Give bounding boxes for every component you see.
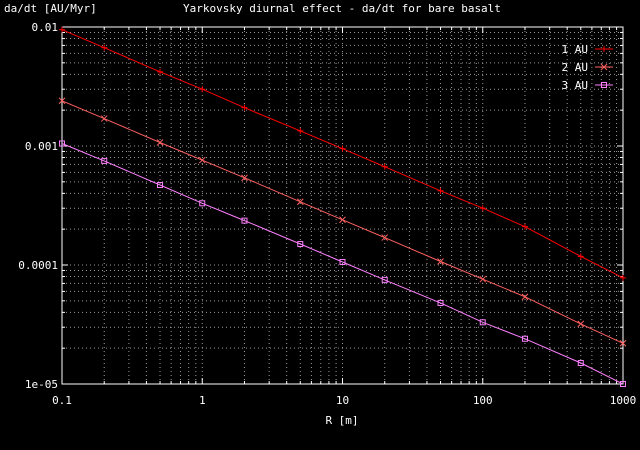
y-tick-label: 0.001 <box>25 140 58 153</box>
data-point-2-au <box>156 139 164 146</box>
data-point-2-au <box>381 234 389 241</box>
x-tick-label: 0.1 <box>52 394 72 407</box>
legend-marker-3-au <box>601 82 607 88</box>
data-point-3-au <box>577 360 584 367</box>
data-point-3-au <box>339 258 346 265</box>
data-point-2-au <box>619 339 627 347</box>
data-point-3-au <box>59 140 65 147</box>
data-point-1-au <box>101 44 108 51</box>
series-line-3-au <box>61 143 624 385</box>
data-point-1-au <box>521 223 528 230</box>
data-point-1-au <box>339 145 346 152</box>
y-tick-label: 1e-05 <box>25 378 58 391</box>
legend-marker-2-au <box>600 63 608 71</box>
data-point-3-au <box>437 299 444 306</box>
y-tick-label: 0.0001 <box>18 259 58 272</box>
x-axis-label: R [m] <box>325 414 358 427</box>
data-point-1-au <box>577 253 584 260</box>
x-tick-label: 1 <box>199 394 206 407</box>
data-point-2-au <box>577 320 585 328</box>
x-tick-label: 1000 <box>610 394 637 407</box>
data-point-2-au <box>479 275 487 283</box>
y-tick-label: 0.01 <box>32 21 59 34</box>
data-point-3-au <box>101 157 108 164</box>
data-point-3-au <box>199 200 206 207</box>
data-point-1-au <box>297 127 304 134</box>
data-point-2-au <box>296 198 304 206</box>
data-point-1-au <box>59 26 65 33</box>
data-point-2-au <box>521 293 529 301</box>
data-point-1-au <box>381 163 388 170</box>
data-point-1-au <box>620 274 626 281</box>
data-point-2-au <box>339 216 346 224</box>
data-point-3-au <box>620 381 626 387</box>
data-point-1-au <box>479 205 486 212</box>
data-point-3-au <box>297 241 304 248</box>
legend: 1 AU 2 AU 3 AU <box>562 43 613 92</box>
data-point-2-au <box>100 115 108 122</box>
data-point-3-au <box>157 182 164 189</box>
data-point-1-au <box>241 104 248 111</box>
legend-label-2-au: 2 AU <box>562 61 589 74</box>
data-point-2-au <box>58 97 66 105</box>
chart-title: Yarkovsky diurnal effect - da/dt for bar… <box>183 2 501 15</box>
y-axis-label: da/dt [AU/Myr] <box>4 2 97 15</box>
data-point-3-au <box>241 217 248 224</box>
data-point-3-au <box>479 319 486 326</box>
data-point-2-au <box>198 156 206 164</box>
legend-label-1-au: 1 AU <box>562 43 589 56</box>
series-group <box>58 26 627 387</box>
data-point-1-au <box>199 86 206 93</box>
data-point-1-au <box>437 187 444 194</box>
data-point-2-au <box>241 174 248 182</box>
data-point-1-au <box>157 68 164 75</box>
axis-ticks: 0.1 1 10 100 1000 1e-05 0.0001 0.001 0.01 <box>18 21 636 407</box>
data-point-3-au <box>381 276 388 283</box>
data-point-3-au <box>521 335 528 342</box>
data-point-2-au <box>437 258 444 265</box>
legend-label-3-au: 3 AU <box>562 79 589 92</box>
x-tick-label: 10 <box>336 394 349 407</box>
x-tick-label: 100 <box>473 394 493 407</box>
legend-marker-1-au <box>601 46 607 52</box>
